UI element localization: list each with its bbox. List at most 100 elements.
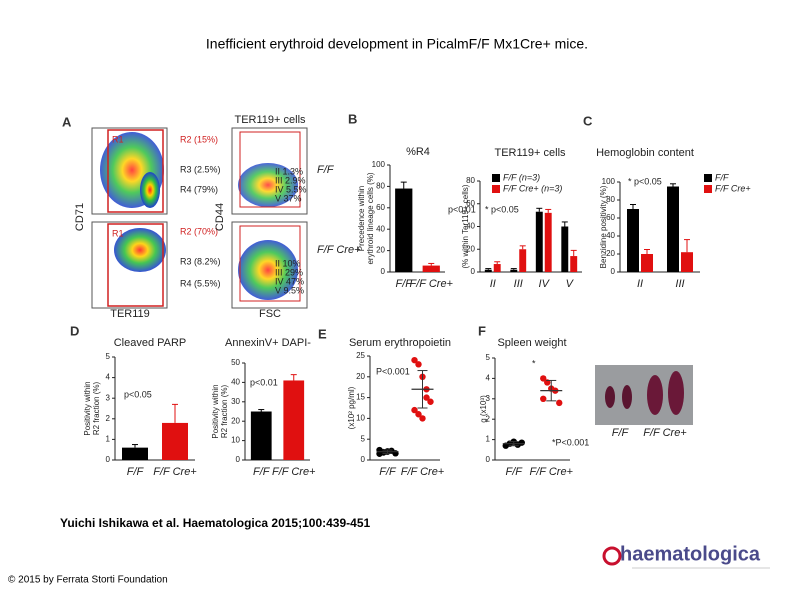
y-axis-label: Positivity within: [211, 384, 220, 438]
y-axis-label: CD44: [214, 203, 226, 231]
density: [238, 240, 298, 300]
density: [140, 172, 160, 208]
flow-panel: R1 R1 R2 (15%) R3 (2.5%) R4 (79%) R2 (70…: [74, 114, 361, 320]
citation: Yuichi Ishikawa et al. Haematologica 201…: [60, 516, 370, 530]
stage-label: IV 5.5%: [275, 184, 307, 194]
annotation: * p<0.05: [628, 176, 662, 186]
row-label: F/F Cre+: [317, 244, 361, 256]
y-tick-label: 10: [356, 414, 365, 423]
y-axis-label: Precedence within: [357, 186, 366, 251]
y-tick-label: 5: [361, 434, 366, 443]
panel-label: E: [318, 326, 327, 341]
point: [419, 415, 426, 422]
gate-label: R3 (8.2%): [180, 256, 221, 266]
x-tick-label: V: [566, 278, 575, 290]
bar: [519, 249, 527, 272]
gate: [107, 129, 164, 213]
y-tick-label: 5: [106, 352, 111, 361]
legend-label: F/F: [715, 172, 729, 182]
y-tick-label: 0: [471, 267, 476, 276]
annotation: * p<0.05: [485, 204, 519, 214]
y-axis-label: g (x10³): [479, 395, 488, 423]
y-axis-label: (x10² pg/ml): [347, 386, 356, 429]
gate-label: R2 (15%): [180, 134, 218, 144]
x-tick-label: IV: [539, 278, 551, 290]
y-tick-label: 25: [356, 351, 365, 360]
legend-swatch: [492, 185, 500, 193]
panel-label: B: [348, 111, 357, 126]
bar: [667, 186, 679, 272]
y-tick-label: 0: [361, 455, 366, 464]
bar: [395, 188, 413, 272]
y-tick-label: 80: [376, 182, 385, 191]
x-axis-label: FSC: [259, 308, 281, 320]
y-tick-label: 1: [486, 435, 491, 444]
annotation: *P<0.001: [552, 437, 589, 447]
point: [540, 375, 547, 382]
y-axis-label: CD71: [74, 203, 86, 231]
gate-label: R3 (2.5%): [180, 164, 221, 174]
point: [411, 406, 418, 414]
point: [415, 411, 422, 418]
x-tick-label: F/F: [379, 466, 397, 478]
point: [556, 399, 563, 407]
y-tick-label: 3: [486, 394, 491, 403]
y-tick-label: 30: [231, 397, 240, 406]
annotation: p<0.05: [124, 389, 152, 399]
y-tick-label: 50: [231, 358, 240, 367]
y-tick-label: 3: [106, 393, 111, 402]
gate-label: R2 (70%): [180, 226, 218, 236]
chart-title: Hemoglobin content: [596, 147, 694, 159]
point: [518, 439, 525, 446]
stage-label: IV 47%: [275, 276, 304, 286]
bar: [681, 252, 693, 272]
bar: [641, 254, 653, 272]
chart-title: Spleen weight: [497, 337, 566, 349]
y-tick-label: 20: [606, 249, 615, 258]
y-tick-label: 0: [611, 267, 616, 276]
spleen: [605, 386, 615, 408]
y-tick-label: 60: [466, 199, 475, 208]
bar: [544, 212, 552, 272]
y-tick-label: 4: [486, 374, 491, 383]
legend-label: F/F Cre+ (n=3): [503, 183, 562, 193]
logo-text: haematologica: [620, 543, 761, 565]
bar: [627, 209, 639, 272]
chart-title: Cleaved PARP: [114, 337, 187, 349]
y-tick-label: 40: [231, 378, 240, 387]
gate: [239, 225, 301, 302]
y-axis-label: (% within Ter119+ cells): [461, 184, 470, 268]
gate: [107, 223, 164, 307]
panel-label: C: [583, 113, 593, 128]
y-tick-label: 10: [231, 436, 240, 445]
chart-title: AnnexinV+ DAPI-: [225, 337, 311, 349]
bar: [250, 411, 272, 460]
legend-label: F/F Cre+: [715, 183, 751, 193]
y-tick-label: 20: [466, 244, 475, 253]
bar: [535, 211, 543, 272]
y-tick-label: 2: [486, 414, 491, 423]
x-tick-label: III: [514, 278, 523, 290]
y-tick-label: 60: [376, 203, 385, 212]
y-tick-label: 4: [106, 373, 111, 382]
x-tick-label: III: [675, 278, 684, 290]
legend-swatch: [704, 185, 712, 193]
point: [427, 398, 434, 405]
bar: [510, 269, 518, 272]
y-tick-label: 20: [231, 416, 240, 425]
stage-label: V 37%: [275, 193, 302, 203]
bar: [283, 380, 305, 460]
stage-label: II 10%: [275, 258, 301, 268]
annotation: *: [532, 358, 536, 368]
y-tick-label: 20: [376, 246, 385, 255]
x-tick-label: F/F: [506, 466, 524, 478]
panel-label: A: [62, 114, 72, 129]
panel-label: D: [70, 323, 79, 338]
bar: [561, 226, 569, 272]
slide-title: Inefficient erythroid development in Pic…: [206, 36, 588, 52]
x-tick-label: F/F: [127, 466, 145, 478]
annotation: P<0.001: [376, 366, 410, 376]
y-tick-label: 5: [486, 353, 491, 362]
y-axis-label: R2 fraction (%): [92, 381, 101, 435]
chart-title: %R4: [406, 146, 430, 158]
